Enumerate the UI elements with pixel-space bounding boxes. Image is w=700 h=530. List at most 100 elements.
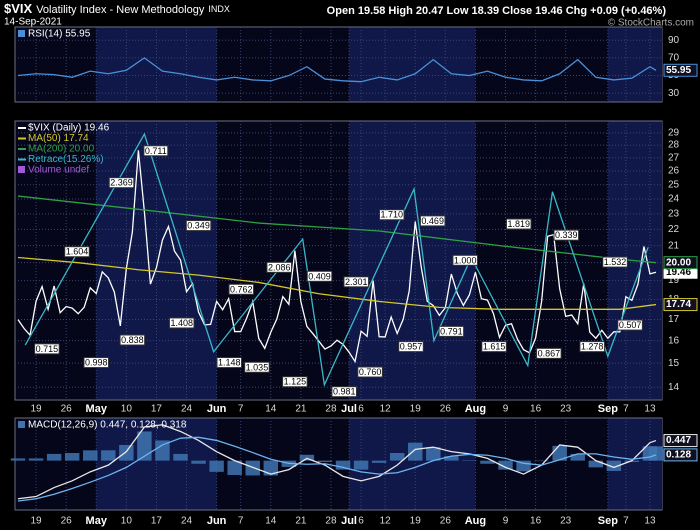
last-value-box [663,434,698,448]
swing-label: 0.791 [440,326,463,336]
x-tick-label: 14 [265,516,277,527]
legend-entry: Volume undef [28,165,89,176]
histogram-bar [371,460,387,463]
x-tick-label: Sep [598,403,618,415]
swing-label: 0.507 [619,320,642,330]
x-tick-label: Jun [207,403,227,415]
y-tick-label: 30 [668,88,680,99]
x-tick-label: 9 [503,404,509,415]
x-tick-label: 12 [380,516,392,527]
swing-label-box [419,215,446,227]
swing-label: 1.125 [284,377,307,387]
swing-label: 0.867 [538,348,561,358]
swing-label: 0.711 [145,146,167,156]
x-tick-label: Aug [465,403,486,415]
x-tick-label: May [86,515,108,527]
x-tick-label: 23 [560,404,572,415]
x-tick-label: 6 [358,516,364,527]
x-tick-label: 26 [61,516,73,527]
swing-label-box [398,341,424,353]
x-tick-label: 19 [31,404,43,415]
swing-label: 1.000 [454,255,477,265]
x-tick-label: 26 [61,404,73,415]
swing-label-box [331,386,357,398]
y-tick-label: 17 [668,314,680,325]
histogram-bar [191,460,206,464]
last-value-box [663,256,698,270]
histogram-bar [209,460,224,472]
histogram-bar [173,453,188,461]
series-line [24,132,649,388]
swing-label: 0.349 [187,221,210,231]
series-line [17,57,657,83]
legend-swatch [18,166,25,173]
legend-swatch [18,137,26,140]
histogram-bar [119,444,134,461]
swing-label: 2.301 [345,277,368,287]
chart-title: $VIX Volatility Index - New Methodology IN… [4,1,230,16]
swing-label: 0.409 [308,271,331,281]
x-tick-label: 24 [181,404,193,415]
histogram-bar [155,440,170,461]
x-tick-label: 7 [238,516,244,527]
histogram-bar [516,460,531,472]
y-tick-label: 16 [668,335,680,346]
last-value-label: 20.00 [666,257,691,268]
histogram-bar [480,460,495,464]
x-tick-label: 14 [265,404,277,415]
histogram-bar [588,460,604,468]
histogram-bar [317,460,333,462]
swing-label-box [282,376,308,388]
histogram-bar [570,453,585,461]
swing-label-box [119,334,146,346]
legend-entry: $VIX (Daily) 19.46 [28,123,110,134]
x-tick-label: May [86,403,108,415]
y-tick-label: 15 [668,358,680,369]
last-value-label: 19.46 [666,267,691,278]
swing-label-box [143,145,169,157]
histogram-bar [83,450,98,461]
swing-label-box [579,341,605,353]
series-line [17,150,657,364]
swing-label-box [244,361,270,373]
x-tick-label: 26 [440,404,452,415]
x-tick-label: 6 [358,404,364,415]
histogram-bar [534,460,549,462]
histogram-bar [64,453,80,461]
swing-label-box [553,229,580,241]
security-name: Volatility Index - New Methodology [36,4,205,16]
histogram-bar [426,447,441,461]
histogram-bar [263,460,279,476]
month-band [607,27,662,102]
histogram-bar [648,446,664,461]
last-value-label: 0.128 [666,450,691,461]
x-tick-label: 16 [530,516,542,527]
y-tick-label: 19 [668,275,680,286]
quote: Open 19.58 High 20.47 Low 18.39 Close 19… [327,5,667,17]
histogram-bar [498,460,513,470]
month-band [349,27,476,102]
x-tick-label: 7 [623,516,629,527]
histogram-bar [408,442,423,461]
x-tick-label: 13 [644,404,656,415]
swing-label: 1.148 [218,358,241,368]
x-tick-label: 28 [325,404,337,415]
histogram-bar [227,460,242,475]
histogram-bar [10,458,26,461]
x-tick-label: 12 [380,404,392,415]
x-tick-label: 9 [503,516,509,527]
swing-label: 0.469 [421,216,444,226]
copyright: © StockCharts.com [608,18,694,29]
swing-label-box [228,283,255,295]
last-value-box [663,448,698,462]
x-tick-label: 10 [121,404,133,415]
date: 14-Sep-2021 [4,17,62,28]
y-tick-label: 29 [668,127,680,138]
swing-label-box [266,261,292,273]
legend-swatch [18,158,26,161]
swing-label: 0.339 [555,230,578,240]
exchange: INDX [208,4,230,14]
swing-label: 1.035 [246,362,269,372]
histogram-bar [462,460,477,461]
swing-label: 1.819 [507,219,530,229]
